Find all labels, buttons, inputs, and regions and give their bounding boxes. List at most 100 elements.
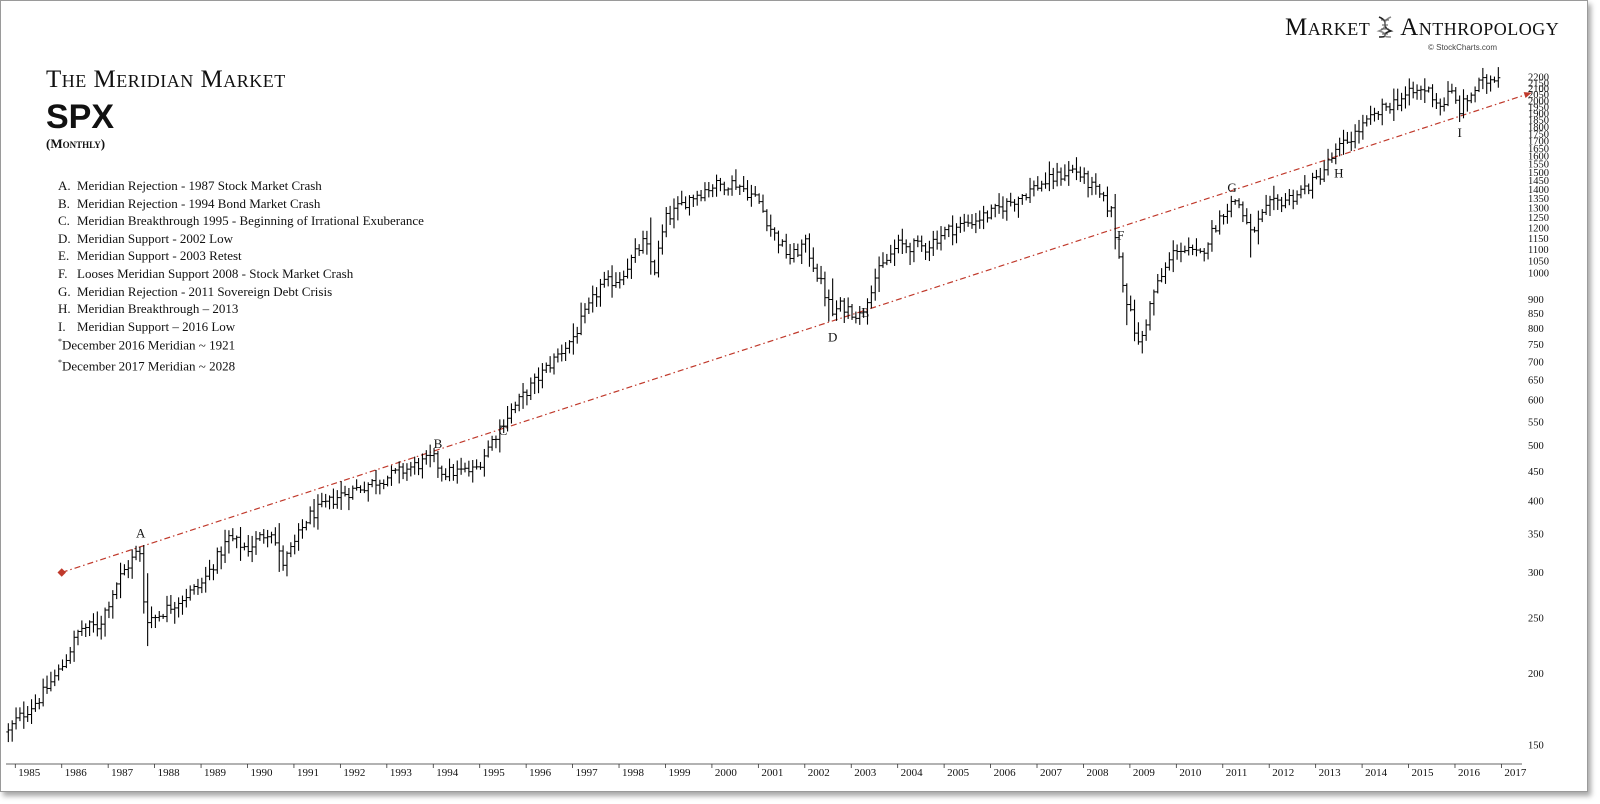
ohlc-bar bbox=[10, 720, 15, 742]
ohlc-bar bbox=[25, 706, 30, 722]
legend-key: A. bbox=[58, 178, 71, 193]
x-tick-label: 2001 bbox=[761, 767, 783, 779]
ohlc-bar bbox=[857, 306, 862, 325]
ohlc-bar bbox=[517, 393, 522, 412]
ohlc-bar bbox=[1086, 170, 1091, 198]
ohlc-bar bbox=[1341, 129, 1346, 155]
ohlc-bar bbox=[567, 340, 572, 354]
legend-key: E. bbox=[58, 248, 70, 264]
ohlc-bar bbox=[1186, 237, 1191, 256]
x-tick-label: 2004 bbox=[901, 767, 924, 779]
y-tick-label: 1850 bbox=[1528, 116, 1549, 127]
ohlc-bar bbox=[648, 217, 653, 275]
ohlc-bar bbox=[350, 485, 355, 500]
ohlc-bar bbox=[319, 492, 324, 508]
annotation-label-f: F bbox=[1117, 227, 1124, 242]
ohlc-bar bbox=[501, 419, 506, 434]
ohlc-bar bbox=[807, 233, 812, 267]
ohlc-bar bbox=[234, 535, 239, 549]
ohlc-bar bbox=[315, 494, 320, 530]
x-tick-label: 2009 bbox=[1133, 767, 1156, 779]
ohlc-bar bbox=[1283, 193, 1288, 209]
ohlc-bar bbox=[1329, 152, 1334, 163]
ohlc-bar bbox=[273, 527, 278, 546]
ohlc-bar bbox=[99, 615, 104, 640]
ohlc-bar bbox=[1322, 160, 1327, 182]
ohlc-bar bbox=[853, 311, 858, 324]
ohlc-bar bbox=[559, 344, 564, 362]
ohlc-bar bbox=[1240, 201, 1245, 223]
x-axis: 1985 1986 1987 1988 1989 1990 1991 1992 1993 1994… bbox=[6, 763, 1527, 779]
ohlc-bar bbox=[416, 457, 421, 476]
ohlc-bar bbox=[745, 180, 750, 201]
ohlc-bar bbox=[699, 189, 704, 202]
legend-key: F. bbox=[58, 265, 68, 281]
ohlc-bar bbox=[1492, 76, 1497, 83]
y-tick-label: 700 bbox=[1528, 357, 1544, 368]
ohlc-bar bbox=[505, 405, 510, 432]
ohlc-bar bbox=[803, 234, 808, 253]
ohlc-bar bbox=[1225, 203, 1230, 224]
ohlc-bar bbox=[75, 629, 80, 646]
ohlc-bar bbox=[1012, 199, 1017, 212]
ohlc-bar bbox=[1422, 78, 1427, 103]
ohlc-bar bbox=[884, 253, 889, 266]
ohlc-bar bbox=[1202, 248, 1207, 262]
ohlc-bar bbox=[343, 485, 348, 497]
ohlc-bar bbox=[822, 271, 827, 307]
legend-key: I. bbox=[58, 318, 66, 334]
x-tick-label: 1996 bbox=[529, 767, 552, 779]
ohlc-bar bbox=[671, 198, 676, 229]
ohlc-bar bbox=[1298, 185, 1303, 199]
ohlc-bar bbox=[284, 551, 289, 577]
x-tick-label: 2011 bbox=[1226, 767, 1248, 779]
ohlc-bar bbox=[1438, 98, 1443, 116]
ohlc-bar bbox=[91, 613, 96, 633]
ohlc-bar bbox=[1407, 78, 1412, 106]
ohlc-bar bbox=[404, 463, 409, 481]
ohlc-bar bbox=[1306, 183, 1311, 195]
ohlc-bar bbox=[1453, 87, 1458, 104]
price-bars-layer bbox=[6, 67, 1501, 743]
x-tick-label: 2010 bbox=[1179, 767, 1202, 779]
ohlc-bar bbox=[1070, 164, 1075, 174]
ohlc-bar bbox=[602, 271, 607, 288]
ohlc-bar bbox=[377, 479, 382, 495]
ohlc-bar bbox=[1415, 84, 1420, 100]
ohlc-bar bbox=[869, 285, 874, 309]
ohlc-bar bbox=[45, 675, 50, 694]
y-tick-label: 900 bbox=[1528, 295, 1544, 306]
ohlc-bar bbox=[544, 362, 549, 373]
legend-item-g: G. Meridian Rejection - 2011 Sovereign De… bbox=[46, 283, 424, 301]
ohlc-bar bbox=[164, 595, 169, 623]
ohlc-bar bbox=[292, 534, 297, 555]
ohlc-bar bbox=[1105, 186, 1110, 218]
ohlc-bar bbox=[134, 545, 139, 561]
ohlc-bar bbox=[1229, 195, 1234, 218]
ohlc-bar bbox=[877, 256, 882, 293]
ohlc-bar bbox=[660, 224, 665, 255]
ohlc-bar bbox=[17, 707, 22, 722]
ohlc-bar bbox=[1237, 198, 1242, 209]
ohlc-bar bbox=[1318, 167, 1323, 185]
note-text: December 2016 Meridian ~ 1921 bbox=[62, 337, 236, 353]
ohlc-bar bbox=[927, 240, 932, 262]
ohlc-bar bbox=[1062, 164, 1067, 182]
ohlc-bar bbox=[753, 186, 758, 197]
legend-text: Meridian Breakthrough 1995 - Beginning o… bbox=[77, 213, 424, 229]
ohlc-bar bbox=[21, 701, 26, 729]
ohlc-bar bbox=[103, 607, 108, 637]
brand-right-word: Anthropology bbox=[1400, 14, 1560, 41]
ohlc-bar bbox=[443, 468, 448, 481]
ohlc-bar bbox=[532, 373, 537, 395]
ohlc-bar bbox=[873, 268, 878, 301]
ohlc-bar bbox=[168, 594, 173, 614]
ohlc-bar bbox=[219, 546, 224, 570]
ohlc-bar bbox=[48, 671, 53, 692]
ohlc-bar bbox=[826, 289, 831, 322]
y-tick-label: 350 bbox=[1528, 530, 1544, 541]
ohlc-bar bbox=[300, 519, 305, 539]
ohlc-bar bbox=[1264, 194, 1269, 215]
ohlc-bar bbox=[1194, 238, 1199, 257]
ohlc-bar bbox=[1430, 84, 1435, 108]
